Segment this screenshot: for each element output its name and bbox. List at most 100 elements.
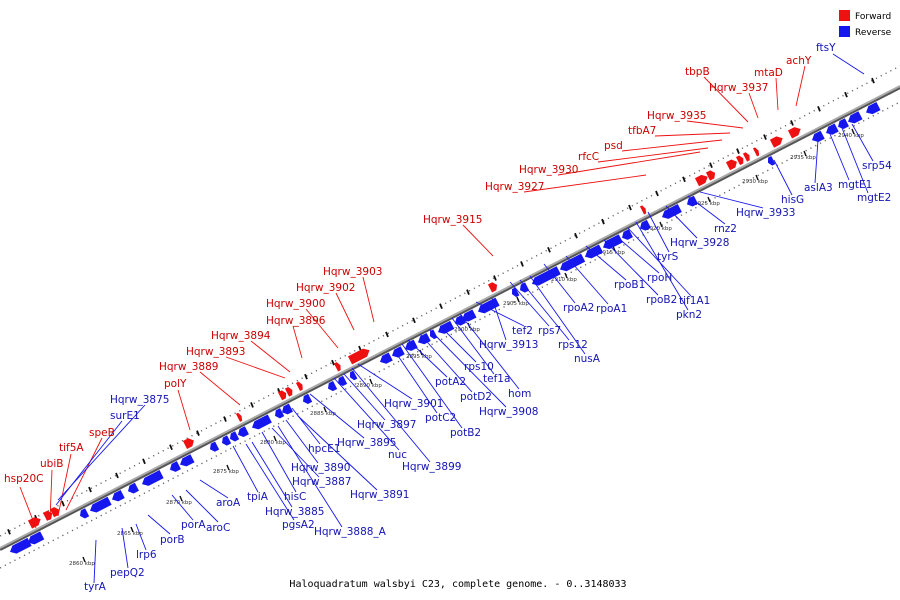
reverse-leader: [171, 494, 194, 521]
forward-gene: [49, 507, 60, 518]
reverse-leader: [251, 441, 293, 508]
guide-dash: [88, 486, 92, 493]
guide-dash: [115, 472, 119, 479]
reverse-gene: [848, 111, 863, 124]
reverse-gene-label: aroA: [216, 497, 241, 509]
reverse-leader: [603, 239, 659, 296]
reverse-leader: [401, 343, 463, 429]
tick-mark: [226, 464, 230, 471]
tick-label: 2930 kbp: [742, 179, 768, 185]
forward-gene: [787, 127, 801, 139]
guide-dash: [763, 134, 767, 140]
forward-gene: [333, 362, 341, 372]
forward-leader: [57, 453, 72, 517]
legend-forward-label: Forward: [855, 12, 891, 22]
forward-gene-label: Hqrw_3927: [485, 181, 544, 193]
guide-dash: [196, 430, 200, 436]
reverse-gene: [252, 414, 272, 430]
reverse-gene: [812, 130, 825, 142]
reverse-guide: [0, 101, 900, 569]
reverse-leader: [491, 297, 507, 341]
gene-labels: hsp20C ubiB tif5A speB polY Hqrw_3889 Hqrw_389…: [4, 42, 892, 593]
guide-dash: [790, 120, 794, 126]
forward-gene-label: Hqrw_3889: [159, 361, 218, 373]
reverse-gene: [866, 102, 881, 115]
forward-gene: [284, 387, 293, 397]
forward-leader: [49, 469, 53, 521]
reverse-leader: [285, 419, 319, 464]
forward-leader: [523, 174, 647, 193]
reverse-gene: [238, 426, 249, 438]
forward-gene: [347, 348, 370, 365]
guide-dash: [223, 416, 227, 422]
reverse-leader: [357, 363, 413, 400]
figure-caption: Haloquadratum walsbyi C23, complete geno…: [289, 579, 626, 590]
reverse-gene-label: hisG: [781, 194, 804, 206]
reverse-leader: [665, 205, 698, 239]
tick-mark: [851, 128, 855, 135]
reverse-gene-label: Hqrw_3887: [292, 476, 351, 488]
reverse-leader: [699, 191, 764, 209]
label-leaders: [19, 53, 874, 584]
reverse-gene: [112, 490, 125, 502]
reverse-gene: [622, 229, 633, 240]
reverse-gene: [128, 482, 139, 494]
reverse-gene: [303, 393, 313, 405]
forward-gene: [277, 390, 287, 401]
reverse-gene-label: surE1: [110, 410, 140, 422]
reverse-gene: [350, 370, 358, 381]
tick-label: 2890 kbp: [356, 383, 382, 389]
reverse-gene-label: rpoA1: [596, 303, 627, 315]
reverse-gene: [826, 123, 839, 135]
guide-dash: [412, 317, 416, 324]
reverse-leader: [271, 427, 320, 478]
reverse-leader: [185, 489, 219, 523]
reverse-gene: [405, 339, 418, 351]
reverse-leader: [814, 139, 819, 184]
guide-dash: [547, 246, 551, 253]
forward-gene: [694, 174, 708, 187]
reverse-gene-label: ftsY: [816, 42, 836, 54]
forward-leader: [557, 151, 701, 176]
reverse-gene-label: nuc: [388, 449, 407, 461]
reverse-leader: [615, 235, 660, 274]
reverse-gene-label: rpoH: [647, 272, 672, 284]
reverse-leader: [509, 281, 550, 327]
reverse-gene-label: tpiA: [247, 491, 269, 503]
reverse-leader: [565, 255, 609, 305]
reverse-leader: [121, 527, 129, 569]
reverse-gene-label: tef1a: [483, 373, 510, 385]
reverse-gene-label: srp54: [862, 160, 892, 172]
reverse-leader: [232, 445, 259, 493]
reverse-gene: [438, 320, 455, 334]
reverse-leader: [135, 523, 147, 551]
forward-gene: [295, 381, 303, 392]
forward-leader: [250, 340, 291, 373]
reverse-gene: [80, 508, 90, 519]
forward-leader: [775, 77, 779, 111]
reverse-leader: [529, 275, 586, 355]
reverse-leader: [829, 133, 850, 181]
reverse-gene-label: hpcE1: [308, 443, 340, 455]
reverse-gene: [640, 219, 651, 231]
reverse-leader: [439, 325, 477, 363]
forward-gene-label: Hqrw_3915: [423, 214, 482, 226]
tick-mark: [179, 495, 183, 502]
reverse-gene-label: pgsA2: [282, 519, 315, 531]
forward-gene: [752, 147, 760, 157]
forward-leader: [462, 224, 494, 257]
guide-dash: [844, 91, 848, 98]
forward-gene-label: Hqrw_3937: [709, 82, 768, 94]
forward-gene-label: Hqrw_3894: [211, 330, 271, 342]
reverse-leader: [832, 53, 865, 75]
tick-label: 2910 kbp: [551, 277, 577, 283]
reverse-leader: [407, 339, 448, 378]
reverse-gene: [380, 352, 393, 364]
forward-gene-label: speB: [89, 427, 115, 439]
reverse-leader: [393, 349, 438, 414]
reverse-leader: [277, 425, 343, 528]
guide-dash: [628, 204, 632, 211]
reverse-leader: [291, 407, 321, 445]
reverse-gene-label: nusA: [574, 353, 601, 365]
tick-label: 2900 kbp: [454, 327, 480, 333]
